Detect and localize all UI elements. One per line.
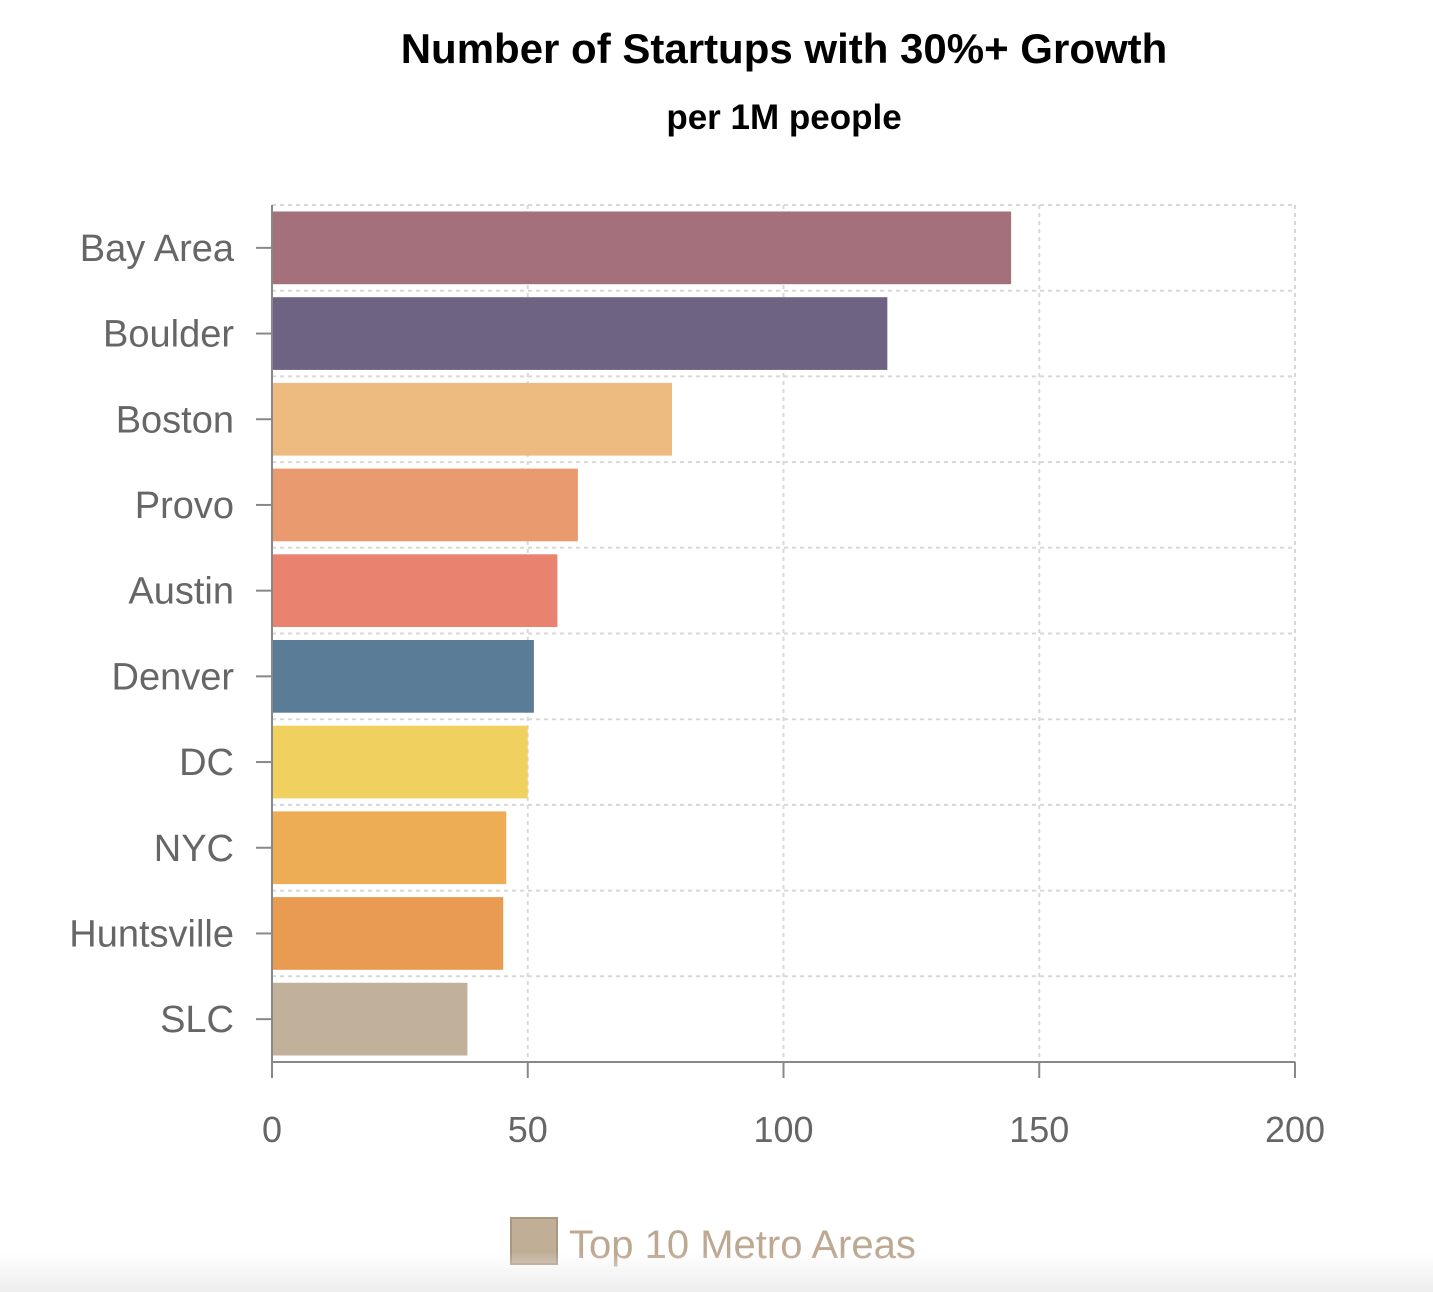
- y-tick-label: Bay Area: [80, 228, 235, 270]
- y-tick-label: Denver: [112, 656, 235, 698]
- chart-title: Number of Startups with 30%+ Growth: [401, 25, 1168, 72]
- axis-layer: Bay Area Boulder Boston Provo Austin Denver DC…: [69, 205, 1325, 1150]
- bar-boulder: [272, 297, 888, 370]
- x-tick-label: 200: [1265, 1109, 1325, 1150]
- y-tick-label: DC: [179, 742, 234, 784]
- x-tick-label: 100: [753, 1109, 813, 1150]
- bar-nyc: [272, 811, 507, 885]
- bar-provo: [272, 468, 578, 542]
- chart-subtitle: per 1M people: [666, 98, 901, 137]
- y-tick-label: SLC: [160, 999, 234, 1041]
- bar-bay-area: [272, 211, 1012, 285]
- bar-austin: [272, 554, 558, 627]
- bar-layer: [272, 211, 1012, 1056]
- x-tick-label: 0: [262, 1109, 282, 1150]
- bar-huntsville: [272, 897, 504, 970]
- bottom-fade: [0, 1252, 1433, 1292]
- bar-slc: [272, 982, 468, 1056]
- x-tick-label: 150: [1009, 1109, 1069, 1150]
- bar-dc: [272, 725, 528, 799]
- y-tick-label: Huntsville: [69, 913, 234, 955]
- bar-denver: [272, 640, 534, 713]
- y-tick-label: Austin: [128, 571, 234, 613]
- y-tick-label: NYC: [154, 828, 234, 870]
- x-tick-label: 50: [508, 1109, 548, 1150]
- y-tick-label: Provo: [135, 485, 234, 527]
- grid-layer: [272, 204, 1296, 1062]
- y-tick-label: Boston: [116, 399, 234, 441]
- bar-boston: [272, 382, 672, 456]
- y-tick-label: Boulder: [103, 314, 234, 356]
